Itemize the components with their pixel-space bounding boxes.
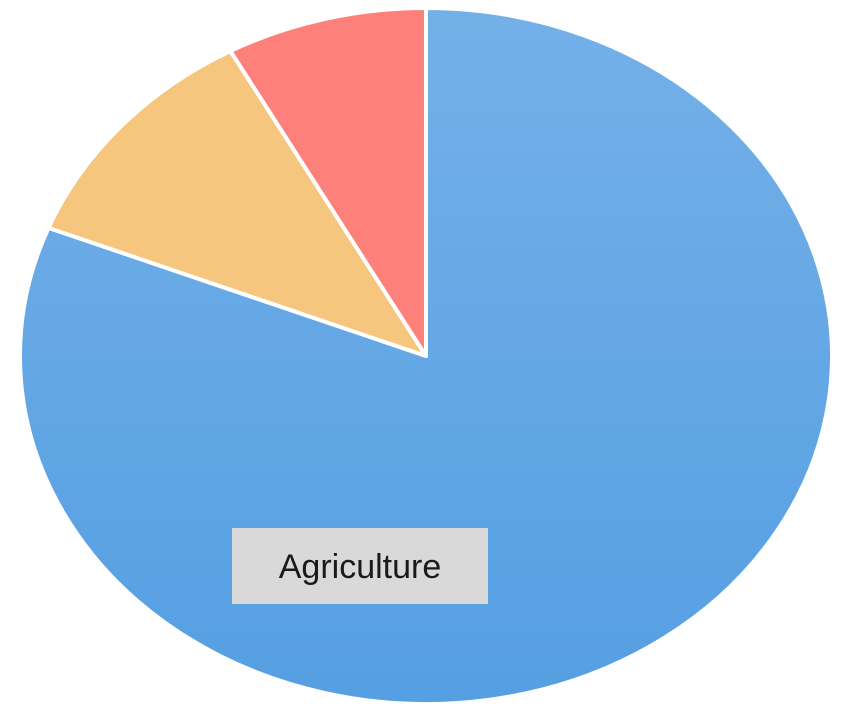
- slice-label-box: [232, 528, 488, 604]
- pie-slice-2: [46, 49, 428, 358]
- pie-slice-agriculture: [18, 6, 834, 706]
- pie-slice-3: [228, 6, 428, 358]
- pie-slices: [18, 6, 834, 706]
- pie-labels: Agriculture: [232, 528, 488, 604]
- slice-label-text: Agriculture: [279, 548, 442, 586]
